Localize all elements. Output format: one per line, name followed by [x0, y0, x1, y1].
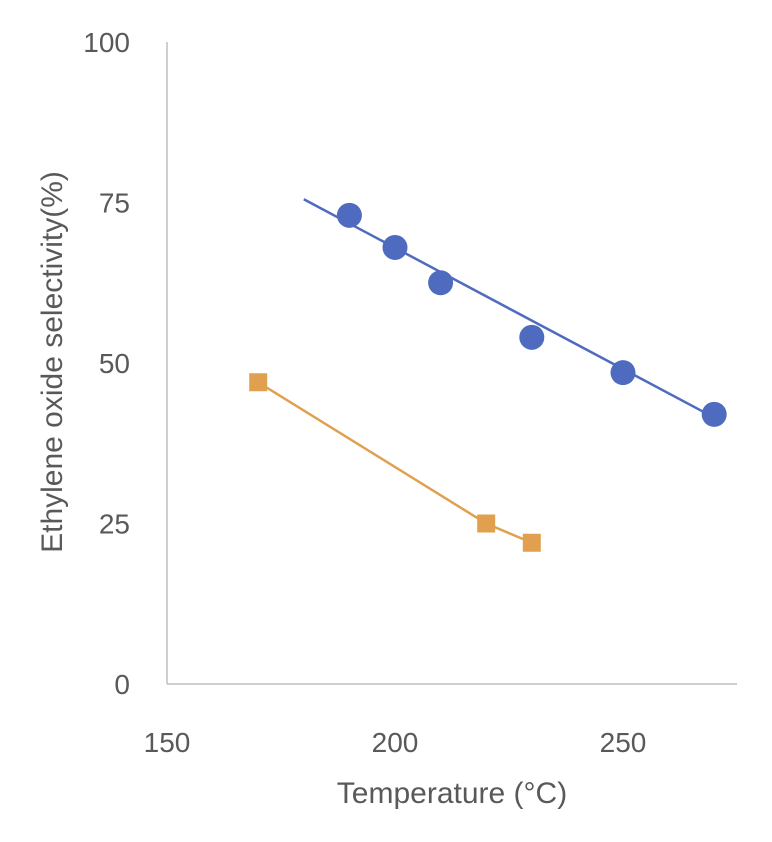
y-tick-label: 75 [99, 188, 130, 219]
data-point [701, 401, 727, 427]
y-axis-label: Ethylene oxide selectivity(%) [36, 171, 69, 553]
x-axis-label: Temperature (°C) [337, 777, 567, 810]
data-point [522, 533, 541, 552]
series-1 [303, 198, 727, 427]
data-point [249, 373, 268, 392]
y-tick-label: 50 [99, 348, 130, 379]
x-tick-label: 200 [372, 727, 419, 758]
y-tick-label: 25 [99, 509, 130, 540]
data-point [610, 360, 636, 386]
data-point [477, 514, 496, 533]
y-tick-label: 0 [114, 669, 130, 700]
x-tick-label: 250 [600, 727, 647, 758]
y-tick-labels: 0 25 50 75 100 [83, 27, 130, 700]
y-tick-label: 100 [83, 27, 130, 58]
x-tick-label: 150 [144, 727, 191, 758]
axes [166, 42, 737, 685]
data-point [428, 270, 454, 296]
data-point [382, 234, 408, 260]
series-2 [249, 373, 541, 552]
series-layer [249, 198, 727, 552]
x-tick-labels: 150 200 250 [144, 727, 647, 758]
data-point [519, 324, 545, 350]
series-1-trendline [303, 198, 715, 419]
data-point [336, 202, 362, 228]
